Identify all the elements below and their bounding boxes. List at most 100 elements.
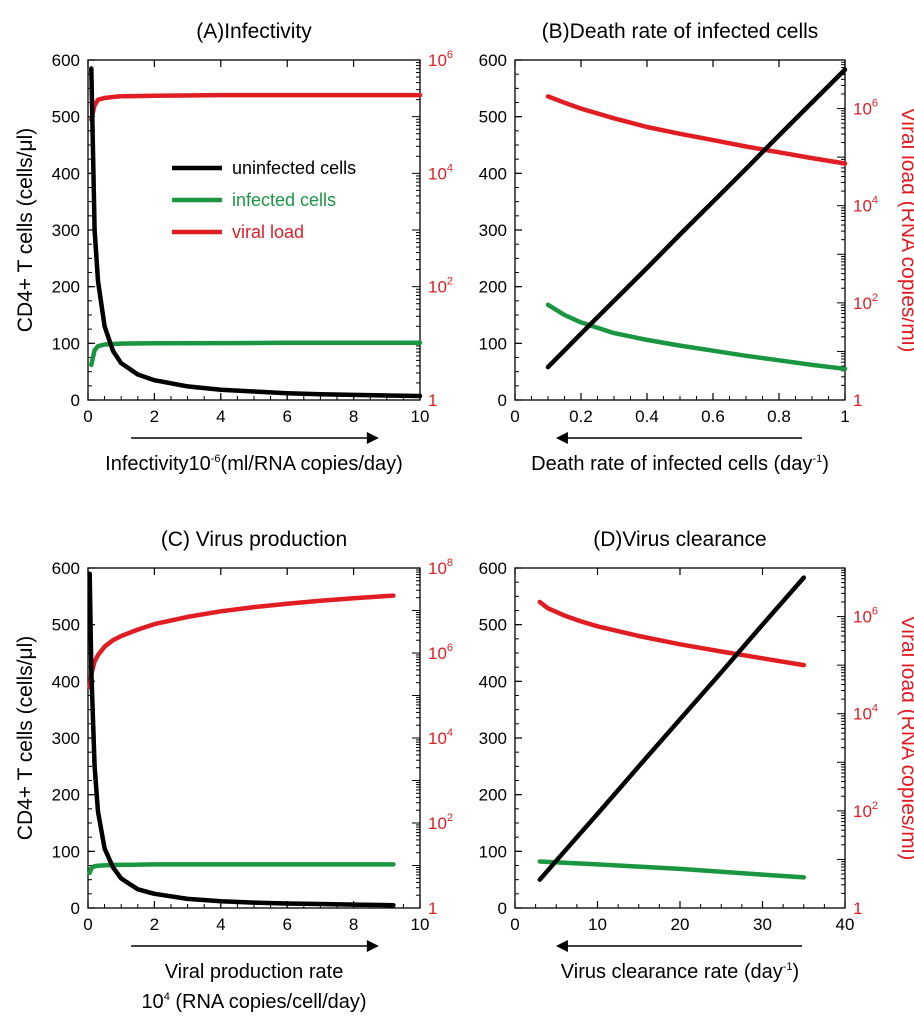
x-tick-label: 4 [216,407,225,426]
y-left-tick-label: 600 [52,51,80,70]
y-right-tick-label: 102 [853,292,878,313]
y-left-tick-label: 600 [479,51,507,70]
x-tick-label: 30 [753,915,772,934]
y-right-tick-label: 102 [428,812,453,833]
y-left-tick-label: 0 [71,391,80,410]
y-right-tick-label: 108 [428,557,453,578]
x-tick-label: 6 [282,915,291,934]
x-tick-label: 4 [216,915,225,934]
plot-frame [87,567,421,909]
x-tick-label: 0 [83,407,92,426]
y-right-tick-label: 1 [853,899,862,918]
y-left-tick-label: 500 [479,616,507,635]
x-tick-label: 2 [150,915,159,934]
y-left-tick-label: 400 [52,164,80,183]
x-axis-label-line2: 104 (RNA copies/cell/day) [141,991,366,1013]
x-tick-label: 0 [510,915,519,934]
y-left-tick-label: 100 [479,334,507,353]
y-left-tick-label: 500 [52,616,80,635]
panel-title: (D)Virus clearance [593,528,767,551]
series-line-viral-load [545,94,848,166]
y-left-tick-label: 500 [479,108,507,127]
y-left-tick-label: 300 [52,221,80,240]
series-line-uninfected-cells [89,66,423,399]
x-tick-label: 0 [510,407,519,426]
arrow-head [366,432,379,444]
series-line-infected-cells [87,862,396,876]
y-left-tick-label: 0 [71,899,80,918]
series-line-viral-load [537,599,807,668]
y-right-tick-label: 106 [428,642,453,663]
y-left-tick-label: 100 [52,842,80,861]
y-right-tick-label: 102 [428,276,453,297]
x-tick-label: 6 [282,407,291,426]
x-axis-label: Death rate of infected cells (day-1) [531,453,829,475]
y-left-tick-label: 400 [479,164,507,183]
legend: uninfected cells infected cells viral load [172,158,356,242]
x-tick-label: 0.2 [569,407,593,426]
plot-frame [514,567,846,909]
y-left-tick-label: 0 [498,391,507,410]
arrow-head [555,432,568,444]
panel-title: (A)Infectivity [196,20,312,43]
y-right-tick-label: 1 [428,899,437,918]
x-tick-label: 40 [836,915,855,934]
y-left-tick-label: 200 [479,786,507,805]
y-left-tick-label: 600 [479,559,507,578]
series-line-uninfected-cells [537,575,807,882]
y-right-tick-label: 106 [853,606,878,627]
y-right-tick-label: 1 [428,391,437,410]
series-line-uninfected-cells [545,67,848,370]
y-left-tick-label: 100 [479,842,507,861]
arrow-head [366,940,379,952]
y-right-label: Viral load (RNA copies/ml) [897,616,914,861]
x-tick-label: 0 [83,915,92,934]
x-tick-label: 0.6 [701,407,725,426]
x-tick-label: 8 [349,915,358,934]
panel-title: (C) Virus production [161,528,347,551]
series-line-uninfected-cells [87,571,396,908]
x-axis-label: Infectivity10-6(ml/RNA copies/day) [105,453,403,475]
x-tick-label: 1 [840,407,849,426]
legend-label: viral load [232,222,304,242]
x-tick-label: 2 [150,407,159,426]
x-tick-label: 20 [671,915,690,934]
y-left-label: CD4+ T cells (cells/μl) [14,128,37,332]
y-right-tick-label: 104 [853,703,878,724]
x-axis-label: Viral production rate [165,961,344,983]
y-left-tick-label: 500 [52,108,80,127]
arrow-head [555,940,568,952]
y-right-tick-label: 102 [853,800,878,821]
x-tick-label: 0.4 [635,407,659,426]
y-right-tick-label: 104 [428,162,453,183]
y-right-tick-label: 106 [428,49,453,70]
y-right-label: Viral load (RNA copies/ml) [897,108,914,353]
y-left-tick-label: 200 [479,278,507,297]
series-line-infected-cells [545,302,848,372]
legend-label: infected cells [232,190,336,210]
series-line-infected-cells [537,859,807,880]
y-left-tick-label: 100 [52,334,80,353]
series-line-infected-cells [89,340,423,368]
y-left-tick-label: 300 [52,729,80,748]
legend-label: uninfected cells [232,158,356,178]
y-left-tick-label: 300 [479,221,507,240]
x-axis-label: Virus clearance rate (day-1) [561,961,799,983]
series-line-viral-load [87,593,396,690]
x-tick-label: 10 [588,915,607,934]
series-line-viral-load [89,92,423,122]
y-left-tick-label: 400 [52,672,80,691]
y-left-tick-label: 0 [498,899,507,918]
panel-b: (B)Death rate of infected cells 0 0.2 0.4 0.… [479,20,914,475]
y-right-tick-label: 1 [853,391,862,410]
y-left-tick-label: 300 [479,729,507,748]
x-tick-label: 8 [349,407,358,426]
y-left-tick-label: 400 [479,672,507,691]
y-left-label: CD4+ T cells (cells/μl) [14,636,37,840]
x-tick-label: 10 [411,915,430,934]
y-left-tick-label: 200 [52,786,80,805]
